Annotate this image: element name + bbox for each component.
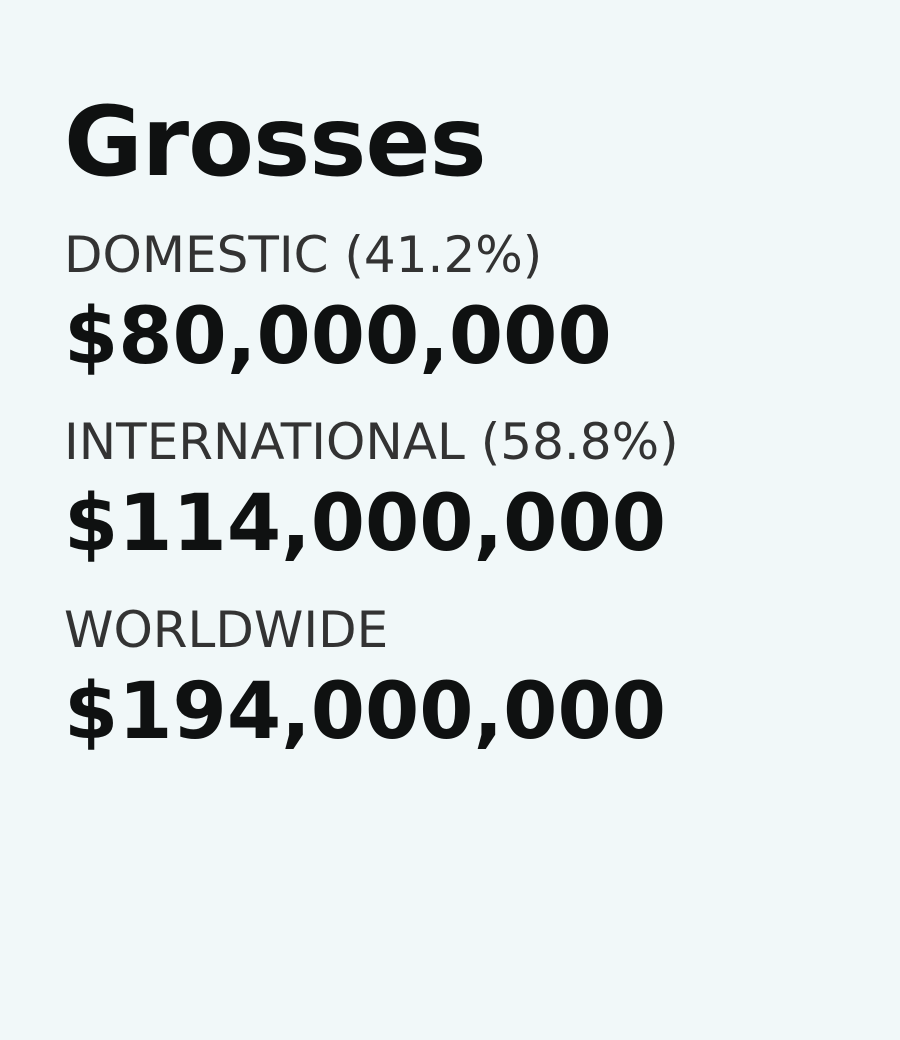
gross-label: DOMESTIC (41.2%) bbox=[64, 225, 543, 284]
gross-value: $114,000,000 bbox=[64, 479, 666, 570]
grosses-list: DOMESTIC (41.2%) $80,000,000 INTERNATIONAL… bbox=[64, 225, 900, 758]
gross-value: $194,000,000 bbox=[64, 667, 666, 758]
gross-label: WORLDWIDE bbox=[64, 601, 389, 660]
gross-value: $80,000,000 bbox=[64, 291, 612, 382]
gross-label: INTERNATIONAL (58.8%) bbox=[64, 413, 679, 472]
grosses-panel: Grosses DOMESTIC (41.2%) $80,000,000 INTER… bbox=[64, 86, 900, 758]
title: Grosses bbox=[64, 86, 487, 198]
